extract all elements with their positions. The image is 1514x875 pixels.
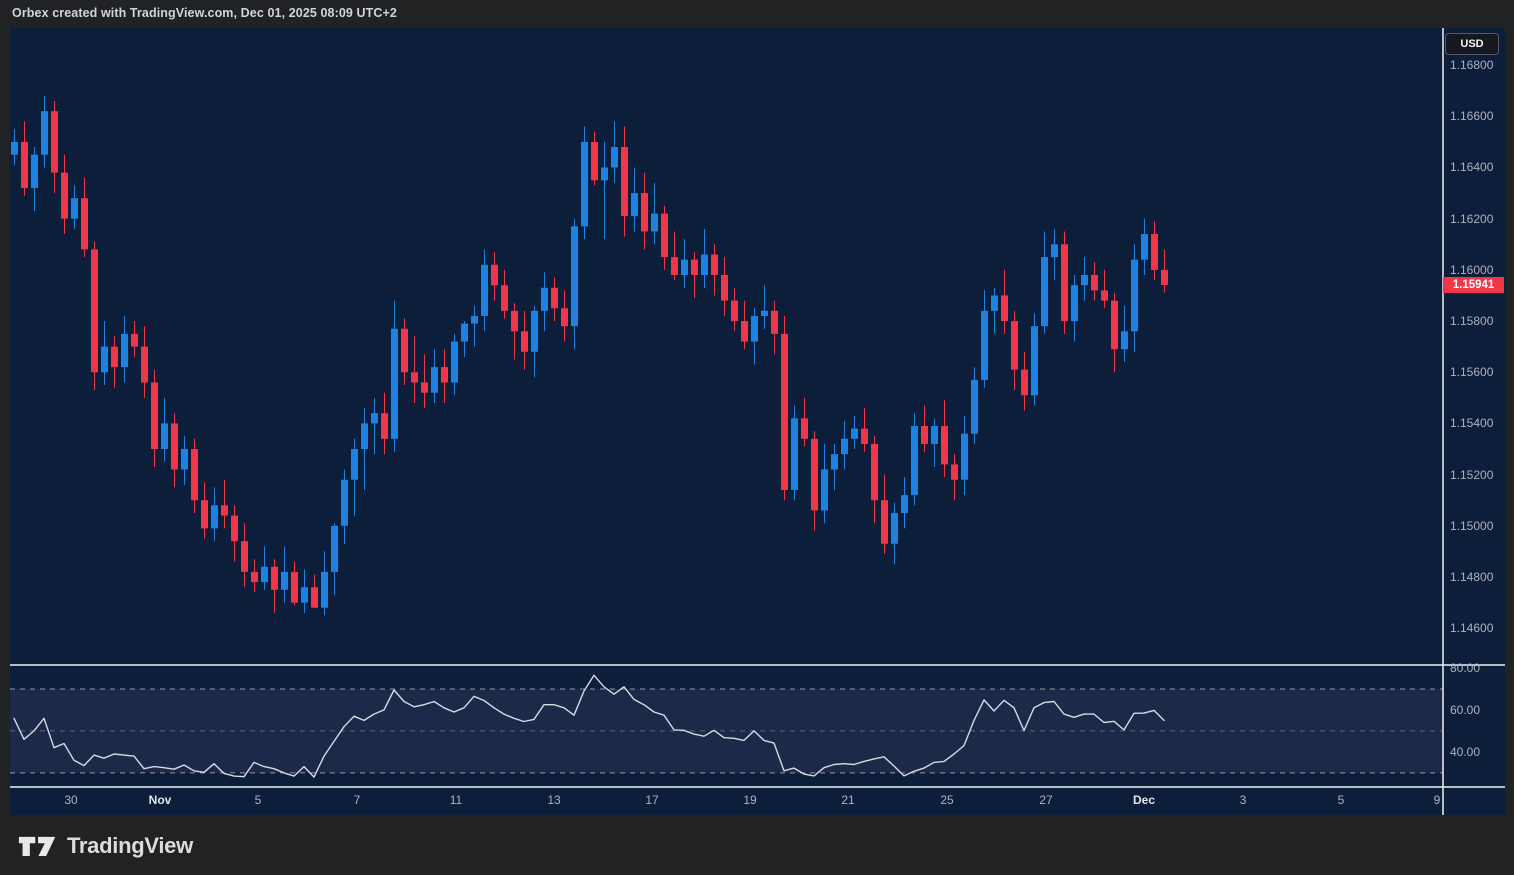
time-axis-label: Nov <box>148 793 172 807</box>
price-axis-label: 1.16600 <box>1450 109 1494 124</box>
time-axis[interactable]: 30 Nov 5 7 11 13 17 19 21 25 27 Dec 3 5 9 <box>10 787 1443 815</box>
tradingview-logo-icon[interactable] <box>18 832 58 860</box>
time-axis-label: 21 <box>841 793 855 807</box>
time-axis-label: 3 <box>1239 793 1247 807</box>
time-axis-label: 5 <box>254 793 262 807</box>
price-axis-label: 1.14800 <box>1450 570 1494 584</box>
price-axis-label: 1.15600 <box>1450 365 1494 380</box>
chart-widget: 1.16800 1.16600 1.16400 1.16200 1.16000 1.158… <box>10 28 1505 815</box>
price-axis-label: 1.16400 <box>1450 160 1494 175</box>
rsi-level-lines <box>10 688 1443 774</box>
currency-toggle-button[interactable]: USD <box>1445 33 1499 55</box>
pane-separators <box>10 28 1505 815</box>
price-axis-label: 1.16000 <box>1450 262 1494 277</box>
time-axis-label: 9 <box>1433 793 1441 807</box>
rsi-axis-label: 60.00 <box>1450 702 1481 717</box>
chart-title: Orbex created with TradingView.com, Dec … <box>12 6 397 20</box>
time-axis-label: 19 <box>743 793 757 807</box>
price-axis-label: 1.15400 <box>1450 416 1494 431</box>
rsi-line-layer <box>13 674 1165 778</box>
tradingview-brand-text[interactable]: TradingView <box>67 833 193 858</box>
time-axis-label: 11 <box>449 793 463 807</box>
price-axis-label: 1.15800 <box>1450 314 1494 329</box>
time-axis-label: 5 <box>1337 793 1345 807</box>
price-axis-label: 1.15000 <box>1450 518 1494 533</box>
time-axis-label: 27 <box>1039 793 1053 807</box>
footer: TradingView <box>18 829 193 863</box>
rsi-axis-label: 80.00 <box>1450 660 1481 675</box>
price-axis-label: 1.15200 <box>1450 467 1494 482</box>
time-axis-label: 7 <box>353 793 361 807</box>
time-axis-label: 30 <box>64 793 78 807</box>
candles-layer <box>11 95 1168 616</box>
last-price-badge: 1.15941 <box>1443 276 1504 293</box>
chart-canvas[interactable] <box>10 28 1505 815</box>
price-axis-label: 1.16800 <box>1450 58 1494 73</box>
price-axis[interactable]: 1.16800 1.16600 1.16400 1.16200 1.16000 1.158… <box>1443 28 1505 815</box>
price-axis-label: 1.14600 <box>1450 621 1494 636</box>
time-axis-label: 17 <box>645 793 659 807</box>
time-axis-label: Dec <box>1132 793 1156 807</box>
time-axis-label: 25 <box>940 793 954 807</box>
time-axis-label: 13 <box>547 793 561 807</box>
price-axis-label: 1.16200 <box>1450 211 1494 226</box>
rsi-axis-label: 40.00 <box>1450 744 1481 759</box>
